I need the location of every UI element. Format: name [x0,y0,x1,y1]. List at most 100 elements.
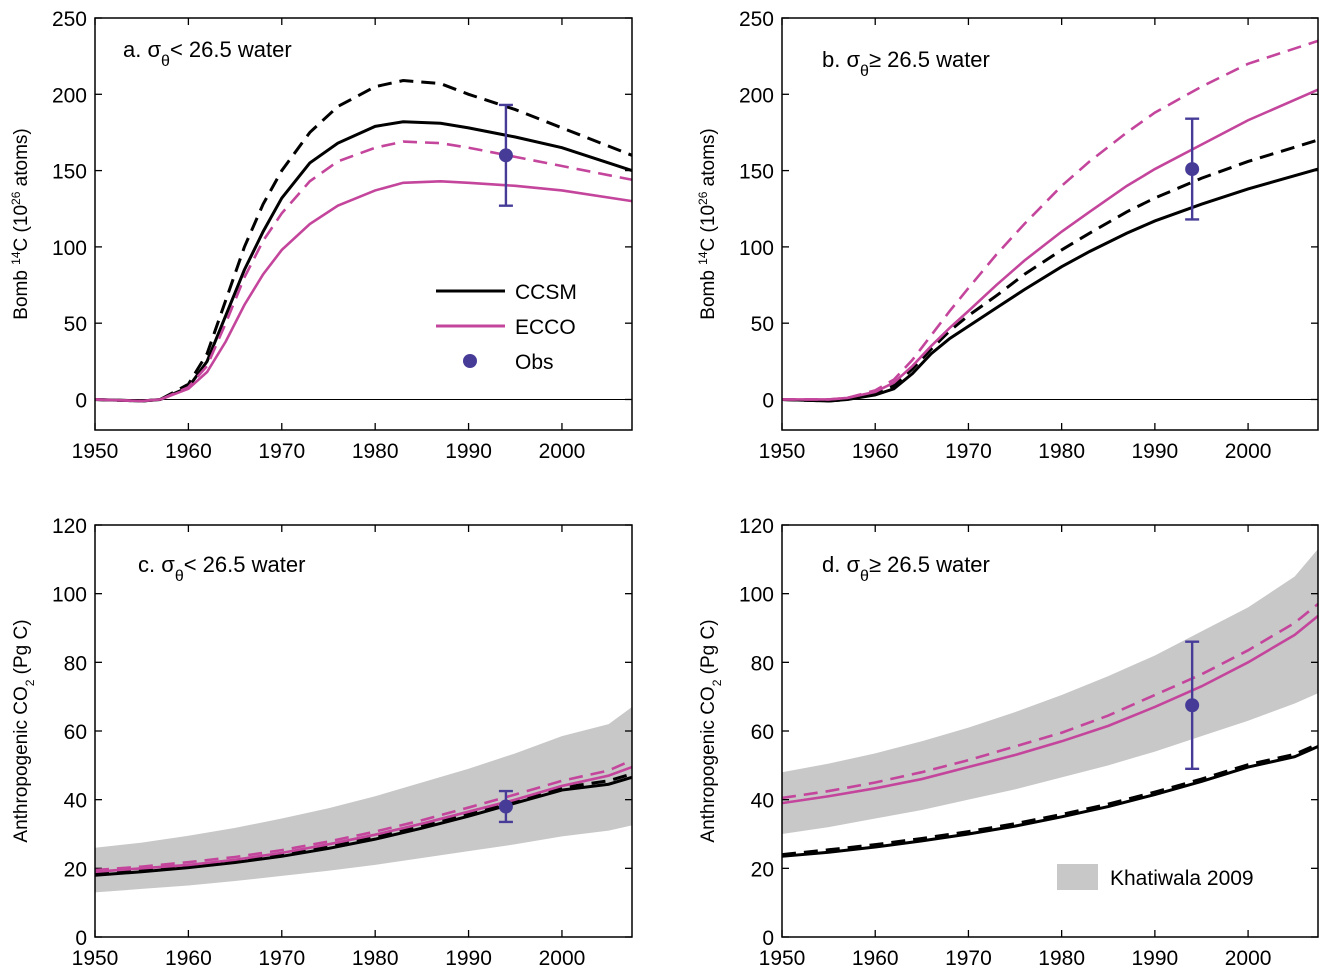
y-tick-label: 100 [52,584,87,607]
y-tick-label: 100 [739,584,774,607]
y-label-part: atoms) [698,128,719,191]
y-label-part: (Pg C) [698,619,719,679]
series-line [94,775,633,877]
y-axis-label: Anthropogenic CO2 (Pg C) [698,619,724,842]
panel-title: d. σθ≥ 26.5 water [822,552,990,585]
series-line [94,758,633,872]
x-tick-label: 1970 [945,440,992,463]
x-tick-label: 2000 [539,440,586,463]
title-part: < 26.5 water [184,552,306,577]
x-tick-label: 1950 [759,947,806,970]
panel-title: b. σθ≥ 26.5 water [822,47,990,80]
x-tick-label: 1980 [1038,947,1085,970]
y-tick-label: 150 [739,161,774,184]
title-part: θ [860,63,869,80]
panel: 1950 1960 1970 1980 1990 2000 0 50 100 150 200 250 b… [696,8,1319,463]
x-tick-label: 1960 [165,947,212,970]
series-line [94,79,633,403]
legend-label: Obs [515,351,554,374]
x-tick-label: 1950 [759,440,806,463]
y-label-part: 26 [9,191,23,205]
y-tick-label: 0 [762,927,774,950]
series-line [94,140,633,403]
y-tick-label: 80 [64,652,87,675]
y-tick-label: 20 [64,858,87,881]
x-tick-label: 1960 [852,440,899,463]
title-part: c. σ [138,552,175,577]
y-tick-label: 50 [751,313,774,336]
x-tick-label: 2000 [539,947,586,970]
series-line [781,614,1319,805]
x-tick-label: 1990 [1132,440,1179,463]
y-label-part: C (10 [11,205,32,251]
x-tick-label: 1960 [165,440,212,463]
legend-label: CCSM [515,281,577,304]
y-label-part: Bomb [11,265,32,320]
y-tick-label: 50 [64,313,87,336]
x-tick-label: 1970 [258,947,305,970]
panel: 1950 1960 1970 1980 1990 2000 0 20 40 60 80 100 120 d… [698,515,1319,970]
plot-frame [781,17,1319,431]
y-label-part: C (10 [698,205,719,251]
x-tick-label: 1990 [445,440,492,463]
obs-point [498,799,513,814]
y-tick-label: 0 [762,389,774,412]
y-tick-label: 200 [739,84,774,107]
x-tick-label: 1980 [352,440,399,463]
y-label-part: 26 [696,191,710,205]
y-tick-label: 40 [751,790,774,813]
series-line [781,745,1319,858]
panel: 1950 1960 1970 1980 1990 2000 0 50 100 150 200 250 a… [9,8,633,463]
x-tick-label: 1950 [72,947,119,970]
series-line [781,742,1319,857]
x-tick-label: 1980 [1038,440,1085,463]
y-label-part: Bomb [698,265,719,320]
series-line [781,602,1319,800]
y-label-part: Anthropogenic CO [698,686,719,842]
y-label-part: 2 [710,679,724,686]
x-tick-label: 1990 [445,947,492,970]
y-label-part: 2 [23,679,37,686]
y-tick-label: 0 [75,389,87,412]
title-part: θ [161,53,170,70]
title-part: a. σ [123,37,161,62]
title-part: ≥ 26.5 water [869,552,990,577]
legend-swatch [1057,864,1098,890]
panel-title: a. σθ< 26.5 water [123,37,292,70]
title-part: ≥ 26.5 water [869,47,990,72]
x-tick-label: 2000 [1225,947,1272,970]
series-line [782,88,1319,401]
plot-frame [781,524,1319,938]
legend-label: ECCO [515,316,576,339]
y-tick-label: 200 [52,84,87,107]
title-part: d. σ [822,552,860,577]
panel-title: c. σθ< 26.5 water [138,552,305,585]
title-part: θ [175,568,184,585]
legend-swatch [463,354,477,368]
series-line [781,138,1319,403]
obs-point [498,148,513,163]
x-tick-label: 1950 [72,440,119,463]
y-tick-label: 120 [739,515,774,538]
panel: 1950 1960 1970 1980 1990 2000 0 20 40 60 80 100 120 c… [11,515,633,970]
uncertainty-band [95,706,632,893]
title-part: < 26.5 water [170,37,292,62]
series-line [94,765,633,874]
y-tick-label: 250 [739,8,774,31]
x-tick-label: 1970 [258,440,305,463]
y-tick-label: 80 [751,652,774,675]
y-label-part: 14 [9,251,23,265]
title-part: b. σ [822,47,860,72]
x-tick-label: 1960 [852,947,899,970]
uncertainty-band [782,549,1318,834]
y-tick-label: 20 [751,858,774,881]
y-tick-label: 120 [52,515,87,538]
obs-point [1185,698,1200,713]
y-axis-label: Bomb 14C (1026 atoms) [9,128,32,319]
y-axis-label: Anthropogenic CO2 (Pg C) [11,619,37,842]
obs-point [1185,162,1200,177]
plot-frame [94,17,633,431]
y-axis-label: Bomb 14C (1026 atoms) [696,128,719,319]
y-tick-label: 60 [64,721,87,744]
